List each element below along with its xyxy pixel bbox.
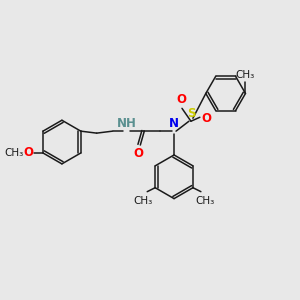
Text: O: O — [133, 147, 143, 160]
Text: CH₃: CH₃ — [134, 196, 153, 206]
Text: N: N — [169, 117, 179, 130]
Text: S: S — [187, 107, 195, 120]
Text: CH₃: CH₃ — [195, 196, 214, 206]
Text: O: O — [23, 146, 33, 160]
Text: O: O — [176, 93, 186, 106]
Text: CH₃: CH₃ — [236, 70, 255, 80]
Text: O: O — [202, 112, 212, 125]
Text: CH₃: CH₃ — [4, 148, 23, 158]
Text: NH: NH — [116, 117, 136, 130]
